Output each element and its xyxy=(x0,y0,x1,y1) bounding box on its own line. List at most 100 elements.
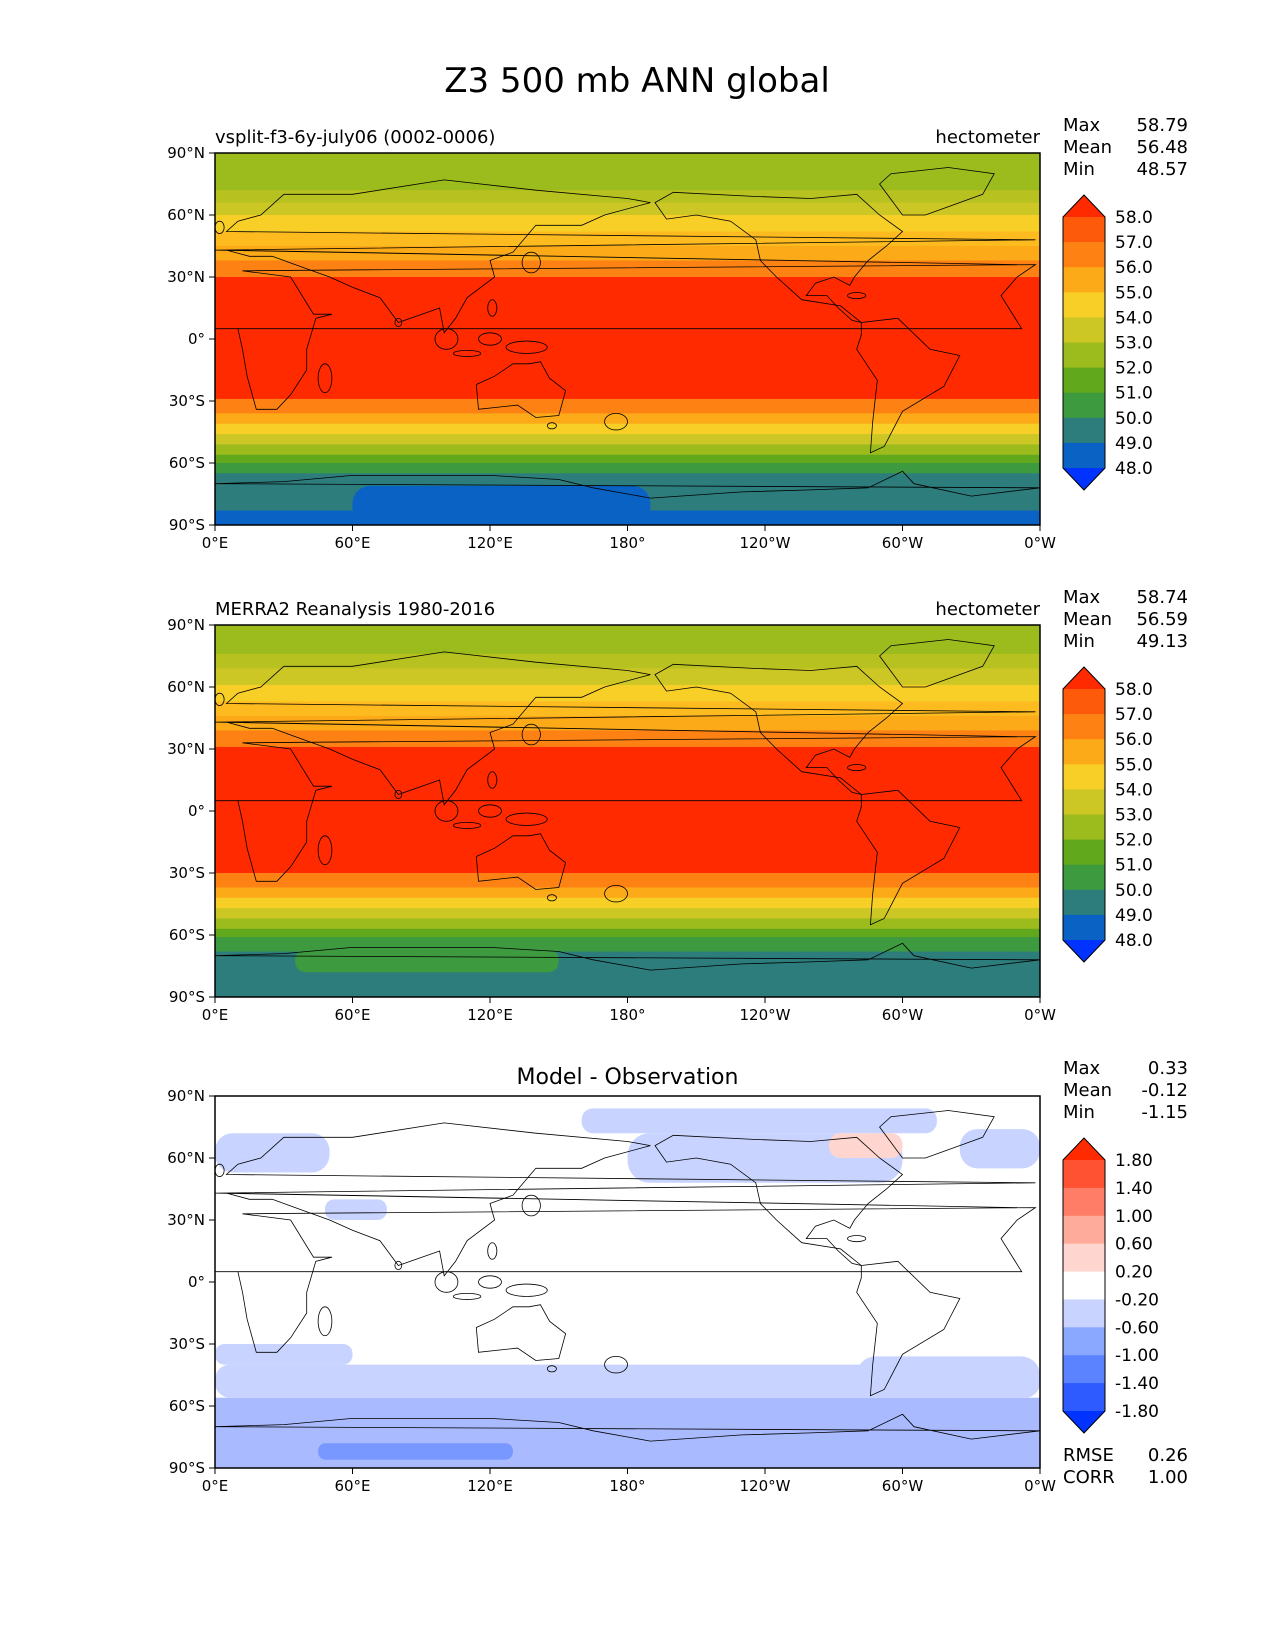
stat-value: -0.12 xyxy=(1141,1080,1188,1101)
lat-tick-label: 90°S xyxy=(169,516,205,534)
colorbar-swatch xyxy=(1063,292,1105,318)
lon-tick-label: 120°E xyxy=(467,534,513,552)
colorbar-outline xyxy=(1062,194,1106,491)
colorbar-swatch xyxy=(1063,1160,1105,1189)
colorbar-label: 58.0 xyxy=(1115,208,1153,228)
colorbar-swatch xyxy=(1063,1327,1105,1356)
coastline xyxy=(654,1134,904,1266)
colorbar-label: 56.0 xyxy=(1115,730,1153,750)
coastline xyxy=(215,1413,1040,1442)
colorbar-label: 56.0 xyxy=(1115,258,1153,278)
lon-tick-label: 60°W xyxy=(882,534,924,552)
stat-label: Mean xyxy=(1063,137,1112,158)
stat-value: 56.48 xyxy=(1136,137,1188,158)
stat-value: 49.13 xyxy=(1136,631,1188,652)
lon-tick-label: 180° xyxy=(609,1477,645,1495)
island-outline xyxy=(452,821,482,829)
contour-band xyxy=(215,625,1040,655)
colorbar-label: 50.0 xyxy=(1115,881,1153,901)
colorbar-swatch xyxy=(1063,342,1105,369)
island-outline xyxy=(317,1306,333,1337)
lon-tick-label: 0°W xyxy=(1024,1006,1056,1024)
lon-tick-label: 60°E xyxy=(334,1477,370,1495)
colorbar-swatch xyxy=(1063,789,1105,815)
contour-field xyxy=(215,1096,1040,1468)
stat-value: 58.74 xyxy=(1136,587,1188,608)
colorbar-swatch xyxy=(1063,417,1105,444)
colorbar-label: -0.60 xyxy=(1115,1318,1159,1338)
island-outline xyxy=(317,835,333,866)
island-outline xyxy=(521,723,541,746)
island-outline xyxy=(215,220,225,234)
colorbar-label: 48.0 xyxy=(1115,459,1153,479)
contour-patch xyxy=(325,1199,387,1220)
stat-label: Mean xyxy=(1063,609,1112,630)
colorbar-swatch xyxy=(1063,1299,1105,1328)
contour-patch xyxy=(856,1356,1040,1398)
colorbar-swatch xyxy=(1063,814,1105,841)
colorbar-swatch xyxy=(1063,1355,1105,1384)
contour-band xyxy=(215,715,1040,731)
contour-band xyxy=(215,444,1040,456)
colorbar: 48.0 49.0 50.0 51.0 52.0 53.0 54.0 55.0 56.0 57.0… xyxy=(1062,666,1153,963)
colorbar-swatch xyxy=(1063,714,1105,740)
island-outline xyxy=(521,251,541,274)
island-outline xyxy=(317,363,333,394)
coastline xyxy=(654,191,904,323)
contour-band xyxy=(215,231,1040,247)
colorbar-extend-min xyxy=(1063,940,1105,962)
stat-label: Max xyxy=(1063,115,1101,136)
island-outline xyxy=(215,692,225,706)
contour-band xyxy=(215,918,1040,930)
colorbar-extend-min xyxy=(1063,468,1105,490)
colorbar-label: -1.00 xyxy=(1115,1346,1159,1366)
stat-value: 0.33 xyxy=(1148,1058,1188,1079)
contour-band xyxy=(215,897,1040,909)
stat-label: Min xyxy=(1063,631,1095,652)
lat-tick-label: 90°N xyxy=(167,1087,205,1105)
island-outline xyxy=(487,299,498,317)
contour-band xyxy=(215,701,1040,717)
lat-tick-label: 0° xyxy=(188,330,205,348)
lon-tick-label: 60°W xyxy=(882,1477,924,1495)
metric-label: CORR xyxy=(1063,1467,1115,1488)
island-outline xyxy=(505,812,548,826)
contour-patch xyxy=(215,1364,1040,1398)
contour-field xyxy=(215,625,1040,997)
coastline xyxy=(856,789,961,926)
colorbar-label: 54.0 xyxy=(1115,308,1153,328)
contour-band xyxy=(215,260,1040,278)
lon-tick-label: 120°W xyxy=(740,1006,791,1024)
stat-value: -1.15 xyxy=(1141,1102,1188,1123)
contour-band xyxy=(215,423,1040,435)
contour-patch xyxy=(215,1133,330,1173)
colorbar: 48.0 49.0 50.0 51.0 52.0 53.0 54.0 55.0 56.0 57.0… xyxy=(1062,194,1153,491)
island-outline xyxy=(434,1271,459,1293)
stat-label: Max xyxy=(1063,1058,1101,1079)
colorbar-label: 53.0 xyxy=(1115,806,1153,826)
coastline xyxy=(879,639,995,688)
colorbar-label: 0.60 xyxy=(1115,1235,1153,1255)
map-panel: 90°N 60°N 30°N 0° 30°S 60°S 90°S0°E 60°E 120°E 18… xyxy=(167,1058,1188,1495)
panel-title-left: MERRA2 Reanalysis 1980-2016 xyxy=(215,599,495,620)
contour-band xyxy=(215,434,1040,445)
colorbar-swatch xyxy=(1063,1215,1105,1245)
lon-tick-label: 60°E xyxy=(334,1006,370,1024)
coastline xyxy=(856,317,961,454)
colorbar-label: 1.00 xyxy=(1115,1207,1153,1227)
colorbar-label: 51.0 xyxy=(1115,856,1153,876)
lon-tick-label: 0°W xyxy=(1024,534,1056,552)
island-outline xyxy=(604,1355,628,1374)
colorbar-swatch xyxy=(1063,1243,1105,1273)
contour-band xyxy=(215,684,1040,703)
lon-tick-label: 0°E xyxy=(202,1477,229,1495)
map-panel: 90°N 60°N 30°N 0° 30°S 60°S 90°S0°E 60°E 120°E 18… xyxy=(167,115,1188,552)
lon-tick-label: 0°W xyxy=(1024,1477,1056,1495)
colorbar-label: 0.20 xyxy=(1115,1263,1153,1283)
contour-band xyxy=(215,928,1040,938)
lat-tick-label: 60°S xyxy=(169,926,205,944)
colorbar-swatch xyxy=(1063,764,1105,790)
lat-tick-label: 60°N xyxy=(167,678,205,696)
stat-label: Min xyxy=(1063,159,1095,180)
island-outline xyxy=(452,349,482,357)
